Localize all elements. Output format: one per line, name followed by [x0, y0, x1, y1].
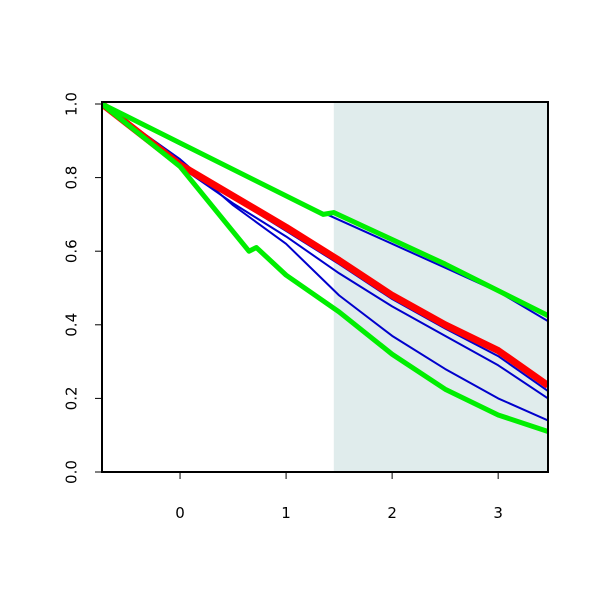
y-tick-label: 0.4	[63, 313, 81, 337]
line	[102, 102, 548, 318]
line	[102, 102, 548, 434]
y-tick-label: 0.8	[63, 166, 81, 190]
x-tick-label: 2	[387, 504, 397, 522]
y-tick-label: 0.6	[63, 239, 81, 263]
x-tick-label: 1	[281, 504, 291, 522]
line	[102, 102, 548, 389]
x-tick-label: 0	[175, 504, 185, 522]
plot-frame	[101, 101, 549, 473]
shaded-region	[333, 102, 548, 472]
y-tick-label: 0.2	[63, 386, 81, 410]
y-tick-label: 0.0	[63, 460, 81, 484]
y-tick-label: 1.0	[63, 92, 81, 116]
x-tick-label: 3	[493, 504, 503, 522]
